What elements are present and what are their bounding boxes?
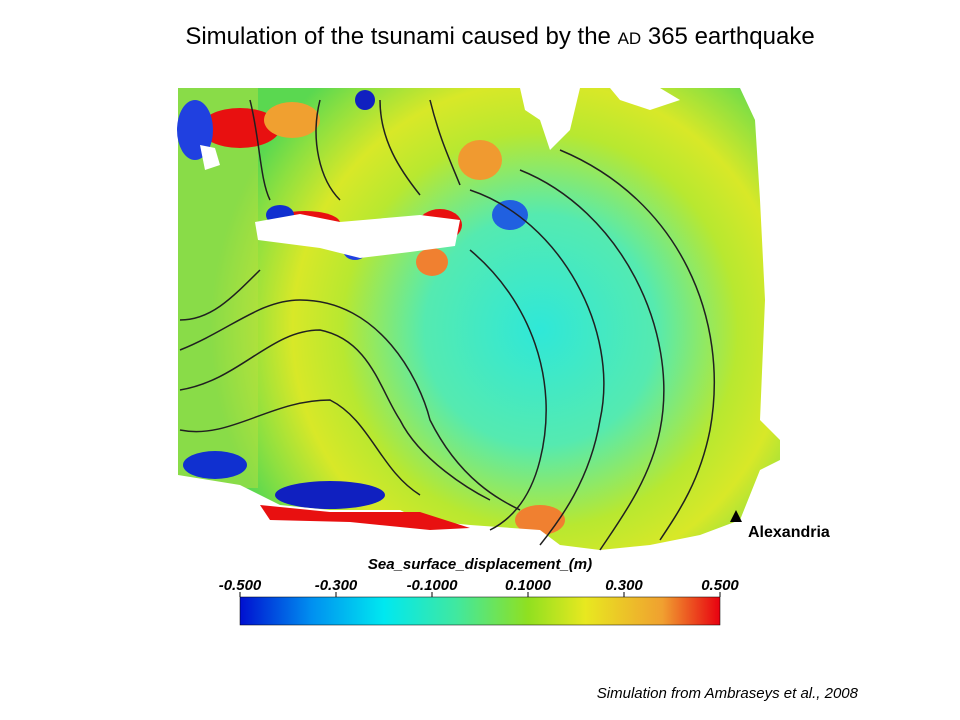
simulation-map [177, 88, 780, 628]
title: Simulation of the tsunami caused by the … [185, 23, 814, 50]
colorbar-tick-label: 0.500 [701, 577, 739, 594]
location-marker: Alexandria [730, 510, 830, 541]
location-label: Alexandria [748, 524, 830, 541]
colorbar-scale [239, 596, 721, 626]
title-part: 365 earthquake [641, 23, 814, 50]
colorbar-tick-label: 0.300 [605, 577, 643, 594]
title-part: AD [618, 29, 642, 48]
credit: Simulation from Ambraseys et al., 2008 [597, 685, 859, 702]
colorbar: Sea_surface_displacement_(m) -0.500 -0.30… [219, 556, 739, 626]
colorbar-label: Sea_surface_displacement_(m) [368, 556, 592, 573]
title-part: Simulation of the tsunami caused by the [185, 23, 617, 50]
colorbar-tick-label: -0.300 [315, 577, 358, 594]
colorbar-tick-label: -0.1000 [407, 577, 459, 594]
colorbar-tick-label: 0.1000 [505, 577, 552, 594]
colorbar-tick-label: -0.500 [219, 577, 262, 594]
